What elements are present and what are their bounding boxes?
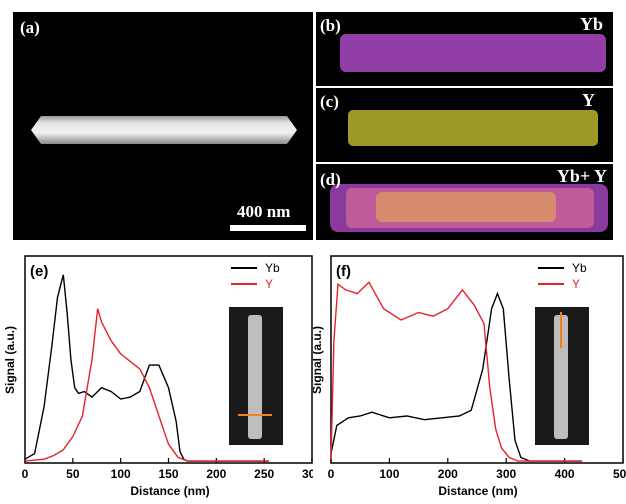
chart-e-xtick-label: 0 xyxy=(22,467,29,481)
chart-f-series-yb-line xyxy=(330,291,583,462)
chart-e-xtick-label: 50 xyxy=(66,467,80,481)
chart-f-xtick-label: 500 xyxy=(613,467,626,481)
panel-d-element: Yb+ Y xyxy=(556,166,607,186)
chart-e-xtick-label: 250 xyxy=(254,467,274,481)
chart-f: (f) Signal (a.u.) Distance (nm) 0 100 200 3… xyxy=(313,255,626,498)
chart-e-series-y-line xyxy=(24,308,269,462)
chart-f-xtick-label: 400 xyxy=(555,467,575,481)
chart-f-legend-label: Y xyxy=(572,277,580,291)
chart-e-xtick-label: 150 xyxy=(158,467,178,481)
yb-map xyxy=(340,34,606,72)
panel-b-element: Yb xyxy=(579,14,603,34)
panel-b-map: (b) Yb xyxy=(316,12,613,86)
chart-e-ylabel: Signal (a.u.) xyxy=(3,326,17,394)
overlay-map xyxy=(330,184,608,232)
chart-e-xtick-label: 300 xyxy=(302,467,313,481)
chart-e-panel-label: (e) xyxy=(30,263,48,280)
chart-f-xtick-label: 100 xyxy=(379,467,399,481)
panel-d-map: (d) Yb+ Y xyxy=(316,164,613,240)
chart-e-legend-label: Yb xyxy=(265,261,280,275)
chart-e-legend-label: Y xyxy=(265,277,273,291)
chart-e-inset xyxy=(229,307,283,445)
chart-f-ylabel: Signal (a.u.) xyxy=(313,326,324,394)
panel-c-label: (c) xyxy=(320,92,339,111)
chart-f-xtick-label: 0 xyxy=(328,467,335,481)
chart-e-xtick-label: 200 xyxy=(206,467,226,481)
chart-f-inset xyxy=(535,307,589,445)
chart-e-xlabel: Distance (nm) xyxy=(130,484,209,498)
chart-f-xlabel: Distance (nm) xyxy=(438,484,517,498)
chart-f-panel-label: (f) xyxy=(336,263,351,280)
panel-a-image: (a) 400 nm xyxy=(13,12,313,240)
chart-f-series-y-line xyxy=(330,281,583,462)
chart-f-xtick-label: 200 xyxy=(438,467,458,481)
panel-a-label: (a) xyxy=(20,18,40,37)
scale-bar xyxy=(230,225,306,231)
scale-bar-label: 400 nm xyxy=(237,202,291,221)
panel-c-element: Y xyxy=(582,90,595,110)
chart-e: (e) Signal (a.u.) Distance (nm) 0 50 100 15… xyxy=(3,255,313,498)
nanorod-image xyxy=(31,116,297,144)
chart-e-xtick-label: 100 xyxy=(111,467,131,481)
panel-d-label: (d) xyxy=(320,170,341,189)
y-map xyxy=(348,110,598,146)
panel-c-map: (c) Y xyxy=(316,88,613,162)
chart-f-xtick-label: 300 xyxy=(496,467,516,481)
chart-f-legend-label: Yb xyxy=(572,261,587,275)
panel-b-label: (b) xyxy=(320,16,341,35)
